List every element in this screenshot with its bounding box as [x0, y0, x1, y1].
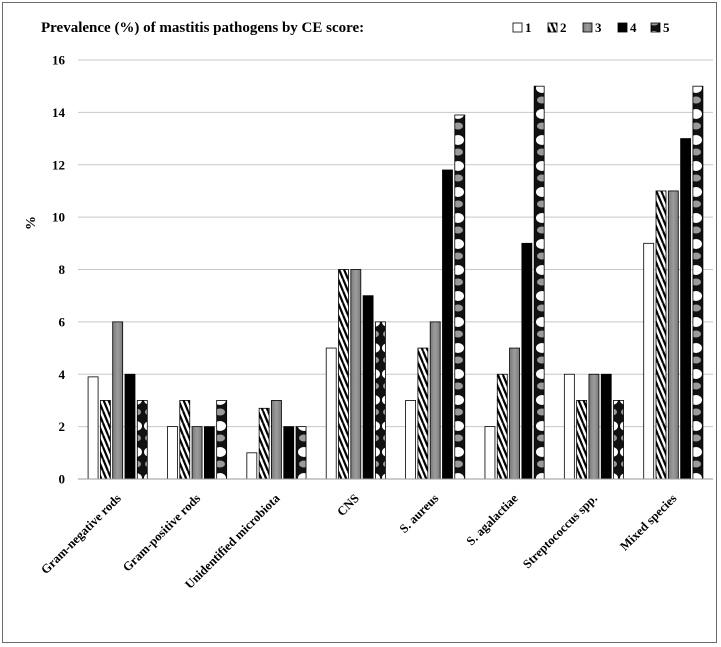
bar-series-5-2 [295, 426, 307, 480]
y-tick-label: 16 [52, 53, 66, 68]
category-label: S. agalactiae [464, 491, 521, 548]
bar-series-5-4 [454, 114, 466, 480]
y-tick-label: 10 [52, 210, 65, 225]
bar-series-1-3 [325, 347, 337, 480]
bar-series-1-5 [484, 426, 496, 480]
bar-series-3-4 [429, 321, 441, 480]
y-tick-labels: 0 2 4 6 8 10 12 14 16 [52, 53, 66, 487]
bars [87, 85, 704, 480]
legend-swatch-5 [650, 22, 661, 33]
chart-title: Prevalence (%) of mastitis pathogens by … [41, 20, 364, 36]
bar-series-2-3 [338, 269, 349, 480]
bar-series-4-6 [600, 373, 612, 480]
category-label: Gram-positive rods [120, 491, 203, 574]
bar-series-1-1 [167, 426, 178, 480]
category-label: S. aureus [397, 491, 442, 536]
bar-series-2-0 [99, 400, 111, 480]
category-label: CNS [334, 491, 362, 519]
legend-swatch-3 [582, 22, 593, 33]
bar-series-2-2 [258, 407, 270, 480]
category-label: Mixed species [617, 491, 679, 553]
category-label: Gram-negative rods [38, 491, 124, 577]
bar-series-3-2 [271, 400, 282, 480]
bar-series-2-7 [655, 190, 667, 480]
legend-swatch-4 [617, 22, 628, 33]
bar-series-3-7 [667, 190, 679, 480]
bar-series-4-3 [362, 295, 374, 480]
legend-label: 2 [560, 20, 567, 35]
bar-series-4-4 [442, 169, 453, 480]
bar-series-1-0 [87, 376, 99, 480]
bar-series-5-3 [375, 321, 386, 480]
bar-series-3-3 [350, 269, 362, 480]
bar-series-5-0 [136, 400, 148, 480]
bar-series-4-5 [521, 242, 533, 480]
legend-swatch-2 [547, 22, 558, 33]
legend-label: 4 [630, 20, 637, 35]
bar-series-3-1 [191, 426, 203, 480]
y-tick-label: 8 [59, 262, 66, 277]
y-tick-label: 12 [52, 157, 65, 172]
bar-series-5-7 [692, 85, 704, 480]
bar-series-5-6 [613, 400, 624, 480]
y-tick-label: 2 [59, 419, 66, 434]
bar-series-1-2 [246, 452, 258, 480]
y-axis-label: % [24, 216, 39, 230]
y-tick-label: 14 [52, 105, 66, 120]
bar-series-1-4 [405, 400, 416, 480]
legend-swatch-1 [512, 22, 523, 33]
bar-series-4-7 [680, 138, 692, 480]
bar-chart: Prevalence (%) of mastitis pathogens by … [24, 20, 713, 592]
bar-series-3-6 [588, 373, 600, 480]
legend-label: 1 [525, 20, 532, 35]
gridlines [78, 59, 713, 428]
bar-series-4-0 [124, 373, 136, 480]
bar-series-2-1 [179, 400, 191, 480]
bar-series-3-0 [112, 321, 124, 480]
bar-series-5-1 [216, 400, 228, 480]
y-tick-label: 6 [59, 314, 66, 329]
bar-series-4-2 [283, 426, 295, 480]
y-tick-label: 4 [59, 367, 66, 382]
bar-series-4-1 [203, 426, 215, 480]
legend: 1 2 3 4 5 [512, 20, 670, 35]
bar-series-2-5 [496, 373, 508, 480]
bar-series-2-4 [417, 347, 429, 480]
bar-series-2-6 [576, 400, 588, 480]
legend-label: 5 [663, 20, 670, 35]
bar-series-5-5 [533, 85, 545, 480]
legend-label: 3 [595, 20, 602, 35]
bar-series-1-6 [563, 373, 575, 480]
bar-series-3-5 [509, 347, 520, 480]
bar-series-1-7 [643, 242, 655, 480]
y-tick-label: 0 [59, 472, 66, 487]
category-label: Streptococcus spp. [520, 491, 600, 571]
